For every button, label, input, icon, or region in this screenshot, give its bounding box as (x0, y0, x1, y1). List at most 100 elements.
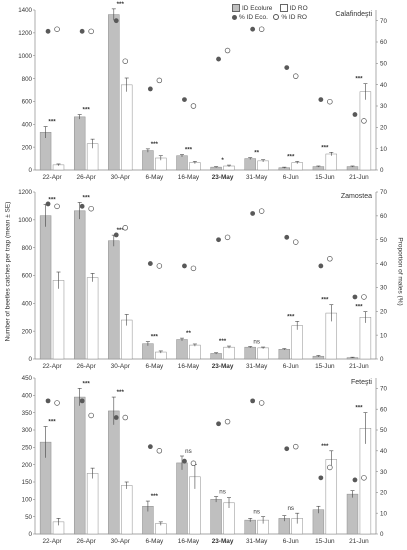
legend-dot-prefix: % (239, 14, 245, 21)
y-tick-label: 350 (22, 410, 33, 417)
bar-ecolure (210, 499, 222, 535)
y2-tick-label: 30 (380, 469, 387, 476)
legend-bar-ecolure-label: ID Ecolure (242, 4, 273, 12)
x-tick-label: 6-Jun (283, 538, 299, 545)
proportion-dot-ro (327, 464, 333, 471)
x-tick-label: 30-Apr (111, 538, 131, 545)
proportion-dot-ecolure (352, 112, 358, 117)
significance-label: ns (185, 448, 192, 455)
bar-ro (121, 319, 133, 360)
significance-label: *** (117, 1, 125, 8)
proportion-dot-ro (54, 400, 60, 406)
significance-label: *** (48, 419, 56, 426)
y-tick-label: 400 (22, 121, 33, 128)
proportion-dot-ecolure (182, 458, 187, 464)
proportion-dot-ro (224, 418, 231, 425)
significance-label: *** (48, 119, 56, 126)
y-tick-label: 0 (29, 531, 33, 538)
bar-ro (121, 485, 133, 535)
bar-ecolure (108, 410, 120, 535)
proportion-dot-ro (361, 118, 367, 124)
proportion-dot-ro (190, 460, 197, 467)
proportion-dot-ecolure (216, 237, 221, 243)
y-tick-label: 0 (29, 356, 33, 363)
bar-ro (257, 160, 269, 171)
proportion-dot-ro (293, 239, 299, 245)
proportion-dot-ecolure (147, 86, 153, 92)
y-tick-label: 600 (22, 273, 33, 280)
proportion-dot-ro (54, 26, 60, 32)
x-tick-label: 22-Apr (42, 174, 62, 181)
significance-label: *** (355, 304, 363, 311)
bar-ecolure (176, 155, 188, 171)
x-tick-label: 31-May (246, 538, 268, 545)
proportion-dot-ecolure (250, 26, 256, 32)
bar-ecolure (73, 210, 86, 360)
y2-tick-label: 70 (380, 386, 387, 393)
bar-ecolure (39, 215, 52, 360)
y2-tick-label: 70 (380, 18, 387, 25)
proportion-dot-ecolure (318, 475, 324, 481)
proportion-dot-ecolure (352, 477, 358, 483)
significance-label: *** (355, 405, 363, 412)
proportion-dot-ecolure (284, 65, 290, 70)
significance-label: *** (151, 141, 159, 148)
proportion-dot-ro (224, 47, 231, 54)
legend-dot-ro: % ID RO (273, 14, 307, 21)
proportion-dot-ecolure (352, 294, 358, 300)
x-tick-label: 26-Apr (77, 363, 97, 370)
y2-tick-label: 20 (380, 308, 387, 315)
proportion-dot-ecolure (216, 421, 221, 427)
bar-ro (86, 277, 99, 360)
legend: ID Ecolure ID RO (232, 4, 308, 12)
proportion-dot-ecolure (113, 18, 119, 24)
x-tick-label: 6-May (145, 174, 164, 181)
significance-label: ns (253, 509, 260, 516)
proportion-dot-ecolure (216, 56, 221, 62)
y2-tick-label: 50 (380, 61, 387, 68)
bar-ecolure (73, 116, 86, 171)
significance-label: ** (186, 330, 191, 337)
bar-ecolure (346, 493, 359, 535)
x-tick-label: 30-Apr (111, 363, 131, 370)
x-tick-label: 23-May (212, 363, 234, 370)
significance-label: ns (253, 338, 260, 345)
y2-tick-label: 70 (380, 189, 387, 196)
proportion-dot-ro (327, 98, 333, 105)
significance-label: *** (321, 443, 329, 450)
proportion-dot-ro (190, 265, 197, 272)
proportion-dot-ro (156, 448, 163, 454)
x-tick-label: 21-Jun (349, 363, 369, 370)
x-tick-label: 23-May (212, 174, 234, 181)
bar-ecolure (142, 150, 154, 171)
panel-title: Calafindeşti (335, 11, 372, 18)
proportion-dot-ro (258, 400, 265, 406)
significance-label: *** (117, 389, 125, 396)
y2-tick-label: 0 (380, 356, 384, 363)
bar-ro (291, 325, 303, 360)
proportion-dot-ro (88, 205, 94, 212)
legend-bar-ecolure: ID Ecolure (232, 4, 273, 12)
significance-label: *** (83, 194, 91, 201)
bar-ro (223, 346, 235, 360)
x-tick-label: 31-May (246, 363, 268, 370)
proportion-dot-ecolure (79, 203, 85, 209)
bar-ecolure (210, 353, 222, 360)
y2-tick-label: 0 (380, 531, 384, 538)
proportion-dot-ro (361, 475, 367, 481)
proportion-dot-ro (156, 263, 163, 269)
proportion-dot-ecolure (284, 234, 290, 240)
proportion-dot-ro (122, 225, 128, 231)
bar-ecolure (108, 14, 120, 171)
bar-ro (86, 473, 99, 535)
significance-label: *** (83, 107, 91, 114)
proportion-dot-ro (122, 58, 128, 64)
bar-ecolure (244, 519, 256, 535)
y2-tick-label: 20 (380, 125, 387, 132)
y-tick-label: 1200 (18, 30, 32, 37)
y-tick-label: 400 (22, 393, 33, 400)
proportion-dot-ecolure (45, 201, 51, 207)
y2-tick-label: 10 (380, 332, 387, 339)
bar-ecolure (278, 349, 291, 360)
